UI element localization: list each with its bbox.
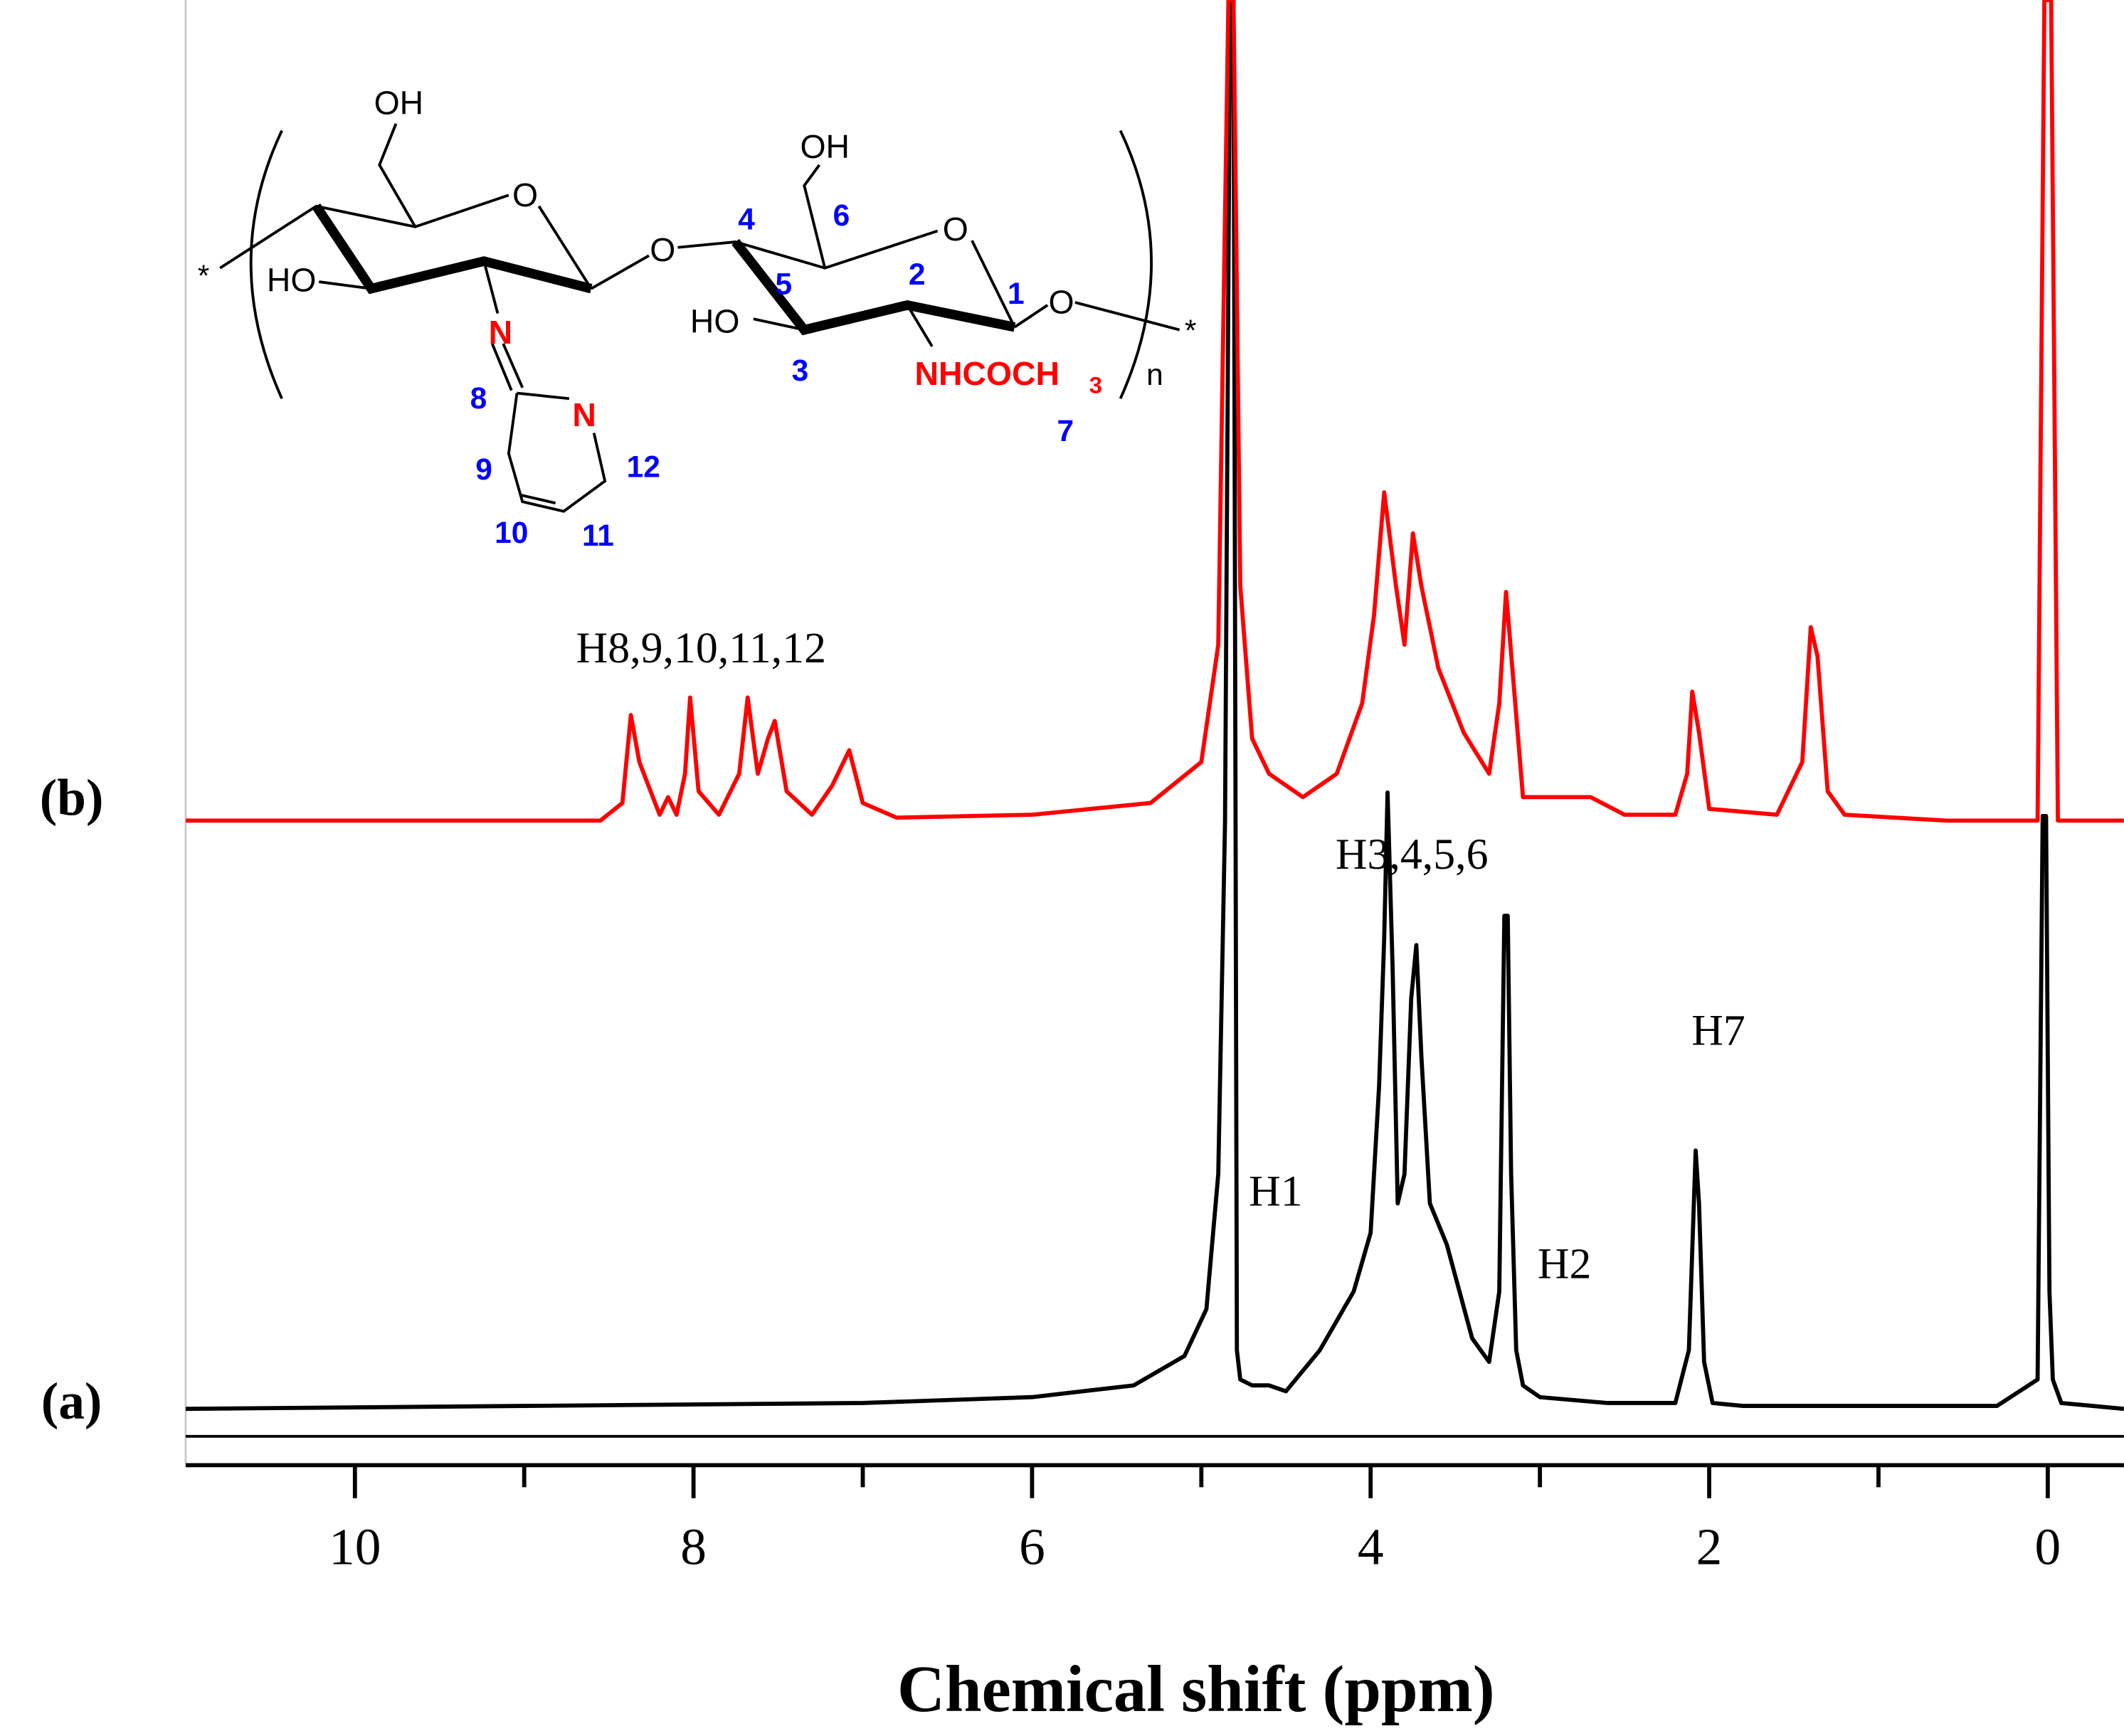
structure-label: n (1146, 359, 1163, 392)
peak-annotation: H2 (1538, 1240, 1592, 1288)
structure-label: 4 (738, 203, 755, 237)
x-tick-label: 0 (2034, 1518, 2061, 1576)
ring-bond (590, 229, 1016, 328)
plot-area (185, 0, 2124, 1412)
x-tick-label: 8 (680, 1518, 707, 1576)
bracket (1119, 129, 1153, 400)
structure-label: O (650, 231, 675, 268)
bond (319, 123, 524, 391)
structure-label: 2 (909, 258, 926, 292)
structure-label: 6 (833, 199, 850, 233)
pyridine-ring (507, 391, 607, 513)
x-tick-label: 6 (1019, 1518, 1045, 1576)
peak-annotation: H1 (1249, 1167, 1303, 1215)
structure-label: 12 (627, 450, 660, 484)
spectrum-line (185, 0, 2124, 1412)
structure-label: N (489, 314, 512, 351)
structure-label: HO (267, 262, 317, 299)
structure-label: OH (374, 84, 424, 121)
x-tick-label: 4 (1358, 1518, 1384, 1576)
structure-label: 5 (775, 268, 792, 301)
structure-label: 9 (475, 453, 492, 487)
ring-wedge (312, 203, 593, 295)
structure-drawing (219, 123, 1180, 513)
spectrum-line (185, 0, 2124, 823)
structure-label: 3 (1089, 372, 1102, 398)
structure-label: 11 (582, 519, 614, 553)
structure-label: O (1049, 283, 1074, 320)
structure-label: * (1185, 314, 1197, 348)
x-tick-label: 10 (329, 1518, 381, 1576)
ring-bond (219, 194, 593, 290)
bracket (249, 129, 283, 400)
structure-label: 10 (495, 517, 528, 550)
structure-label: * (198, 260, 210, 293)
structure-label: O (943, 211, 968, 248)
trace-label: (b) (40, 769, 104, 827)
structure-label: HO (690, 303, 740, 340)
peak-annotation: H3,4,5,6 (1336, 830, 1489, 879)
peak-annotation: H7 (1691, 1006, 1745, 1054)
structure-label: N (572, 396, 596, 433)
ring-wedge (731, 238, 1016, 336)
structure-label: 8 (470, 382, 487, 416)
bond (753, 164, 1180, 347)
structure-label: 3 (792, 354, 809, 388)
x-axis-title: Chemical shift (ppm) (897, 1653, 1495, 1726)
structure-label: 7 (1057, 415, 1074, 448)
peak-annotation: H8,9,10,11,12 (576, 624, 826, 672)
structure-label: OH (800, 128, 850, 165)
structure-label: NHCOCH (914, 355, 1059, 392)
trace-label: (a) (41, 1372, 102, 1430)
structure-label: O (512, 176, 538, 213)
x-tick-label: 2 (1696, 1518, 1723, 1576)
structure-label: 1 (1008, 277, 1025, 311)
